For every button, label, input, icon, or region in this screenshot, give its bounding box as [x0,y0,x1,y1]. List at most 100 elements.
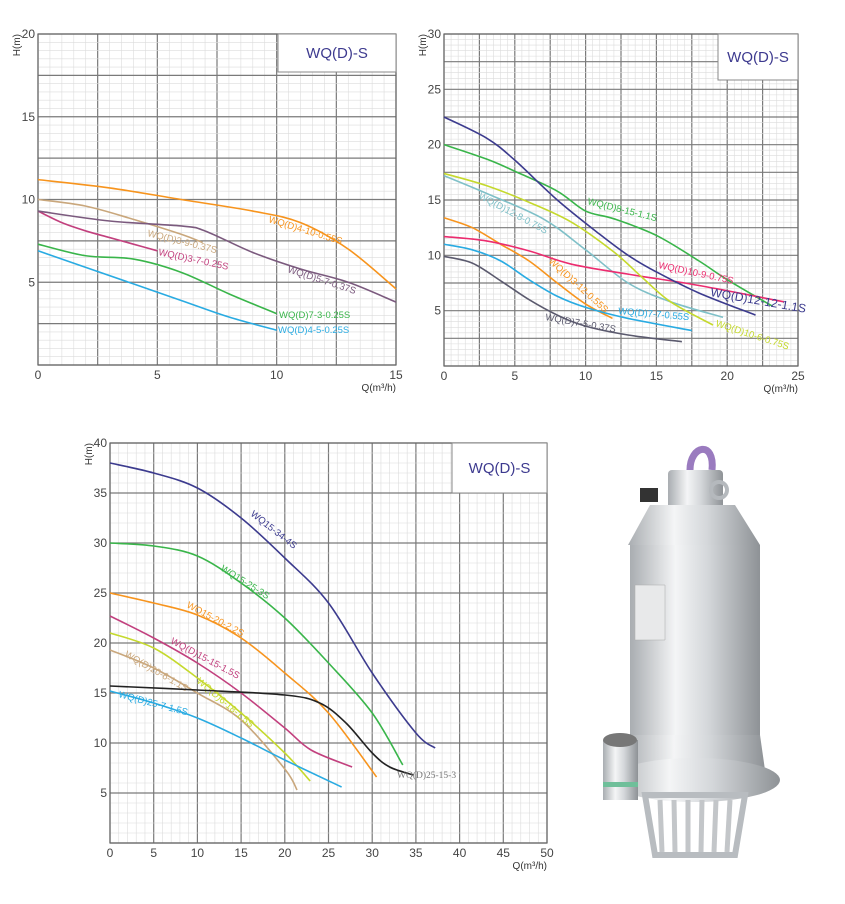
x-tick-label: 10 [579,369,593,383]
title-box [717,33,799,81]
x-tick-label: 0 [107,846,114,860]
x-tick-label: 20 [721,369,735,383]
strainer-bar [724,799,733,853]
y-axis-label: H(m) [12,34,23,56]
x-tick-label: 35 [409,846,423,860]
power-cable [686,445,716,471]
series-label: WQ(D)7-3-0.25S [279,310,350,321]
strainer-base [641,792,749,858]
x-axis-label: Q(m³/h) [513,861,547,872]
x-axis-label: Q(m³/h) [362,383,396,394]
y-tick-label: 30 [94,536,108,550]
series-label: WQ(D)4-5-0.25S [278,325,349,336]
x-tick-label: 30 [366,846,380,860]
motor-cap [628,505,760,545]
series-line-WQ15-25-3S [109,542,404,766]
series-line-WQ(D)7-3-0.25S [37,243,277,315]
series-line-WQ(D)7-5-0.37S [443,255,682,343]
series-line-WQ(D)25-15-3 [109,685,414,776]
nameplate [634,584,666,641]
strainer-bar [698,799,705,853]
series-line-WQ15-34-4S [109,462,436,749]
x-tick-label: 10 [191,846,205,860]
series-line-WQ(D)15-15-1.5S [109,615,353,768]
x-tick-label: 45 [497,846,511,860]
x-tick-label: 5 [150,846,157,860]
x-tick-label: 50 [540,846,554,860]
series-label: WQ(D)25-15-3 [397,770,456,781]
series-line-WQ(D)25-7-1.5S [109,690,342,788]
y-tick-label: 10 [22,193,36,207]
series-line-WQ(D)3-7-0.25S [37,210,158,252]
series-label: WQ(D)10-6-0.75S [714,318,790,352]
x-tick-label: 25 [322,846,336,860]
series-label: WQ(D)7-7-0.55S [618,306,690,323]
series-line-WQ(D)10-9-0.75S [443,235,784,303]
x-tick-label: 15 [389,368,403,382]
series-line-WQ(D)3-9-0.37S [37,198,203,244]
cable-gland [668,470,723,510]
y-tick-label: 40 [94,436,108,450]
x-tick-label: 40 [453,846,467,860]
chart-title: WQ(D)-S [727,49,789,66]
y-tick-label: 5 [28,275,35,289]
y-tick-label: 20 [22,27,36,41]
x-axis-label: Q(m³/h) [764,384,798,395]
y-tick-label: 35 [94,486,108,500]
chart-1: 0 5 10 15 5 10 15 20 Q(m³/h) H(m) WQ(D)-S WQ(D)4-10… [12,27,403,394]
y-axis-label: H(m) [418,34,429,56]
series-line-WQ(D)12-12-1.1S [443,116,756,316]
y-tick-label: 25 [428,82,442,96]
y-tick-label: 20 [94,636,108,650]
series-line-WQ15-20-2.2S [109,592,378,778]
y-tick-label: 15 [428,193,442,207]
chart-2: 0 5 10 15 20 25 5 10 15 20 25 30 Q(m³/h) H(m) WQ(D)-S W… [418,27,807,395]
y-tick-label: 5 [434,304,441,318]
y-tick-label: 5 [100,786,107,800]
series-label: WQ15-25-3S [218,563,271,602]
series-label: WQ(D)5-7-0.37S [286,264,357,296]
series-label: WQ(D)4-10-0.55S [267,214,343,247]
series-line-WQ(D)4-5-0.25S [37,250,277,332]
pump-image [603,445,780,858]
series-label: WQ(D)12-8-0.75S [477,191,550,237]
x-tick-label: 15 [234,846,248,860]
title-box [277,33,397,73]
series-line-WQ(D)6-18-1.5S [109,632,311,782]
x-tick-label: 0 [35,368,42,382]
chart-3: 0 5 10 15 20 25 30 35 40 45 50 5 10 15 20 25 30 35 40 Q(m³/… [84,436,554,872]
series-line-WQ(D)5-7-0.37S [37,210,397,303]
y-tick-label: 10 [428,248,442,262]
strainer-bar [671,799,678,853]
series-line-WQ(D)7-7-0.55S [443,243,692,332]
y-tick-label: 30 [428,27,442,41]
title-box [451,442,548,494]
series-line-WQ(D)4-10-0.55S [37,178,397,290]
series-line-WQ(D)10-6-0.75S [443,172,714,326]
x-tick-label: 20 [278,846,292,860]
y-tick-label: 10 [94,736,108,750]
x-tick-label: 0 [441,369,448,383]
plot-frame [443,33,799,367]
y-tick-label: 15 [22,110,36,124]
y-axis-label: H(m) [84,443,95,465]
y-tick-label: 25 [94,586,108,600]
x-tick-label: 15 [650,369,664,383]
lifting-eye [709,480,729,500]
chart-title: WQ(D)-S [469,460,531,477]
x-tick-label: 5 [511,369,518,383]
outlet-seal [603,782,638,787]
chart-title: WQ(D)-S [306,45,368,62]
x-tick-label: 10 [270,368,284,382]
x-tick-label: 5 [154,368,161,382]
series-label: WQ(D)25-7-1.5S [117,689,189,718]
series-line-WQ(D)20-6-1.1S [109,649,298,791]
strainer-bar [657,799,665,853]
volute [610,758,780,802]
y-tick-label: 20 [428,138,442,152]
plot-frame [109,442,548,844]
series-line-WQ(D)3-12-0.55S [443,216,613,320]
outlet-pipe [603,740,638,800]
x-tick-label: 25 [791,369,805,383]
